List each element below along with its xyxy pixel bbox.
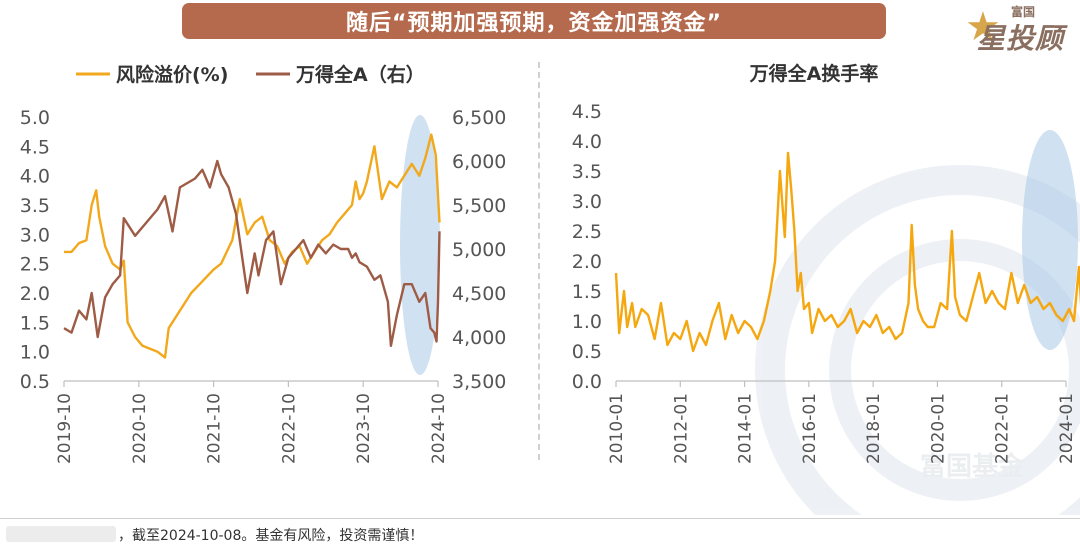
y-tick-label-right: 4,500 [452,283,506,305]
y-tick-label-right: 5,500 [452,195,506,217]
logo-main-text: 星投顾 [977,22,1065,55]
highlight-ellipse-left [400,115,440,375]
y-tick-label-right: 6,000 [452,151,506,173]
y-tick-label-left: 3.5 [572,161,602,183]
footer-source-redacted [6,526,116,542]
y-tick-label-left: 4.5 [20,136,50,158]
y-tick-label-left: 5.0 [20,107,50,129]
y-tick-label-left: 1.0 [572,311,602,333]
y-tick-label-right: 3,500 [452,371,506,393]
x-tick-label: 2010-01 [607,393,627,464]
star-icon: ★ [965,4,1001,50]
footer-divider [0,518,1080,519]
x-tick-label: 2020-10 [130,393,150,464]
x-tick-label: 2019-10 [55,393,75,464]
x-tick-label: 2012-01 [671,393,691,464]
banner-title: 随后“预期加强预期，资金加强资金” [346,11,722,36]
series-line-wind-a [63,159,441,347]
legend-label-wind-a: 万得全A（右） [295,63,425,86]
panel-divider [538,62,540,460]
y-tick-label-left: 4.0 [20,166,50,188]
watermark-logo: 富国基金 [755,165,1080,515]
y-tick-label-left: 4.0 [572,131,602,153]
x-tick-label: 2024-01 [1057,393,1077,464]
watermark-text: 富国基金 [920,451,1025,482]
y-tick-label-left: 1.0 [20,342,50,364]
right-chart: 富国基金 万得全A换手率 0.0 0.5 1.0 1.5 2.0 2.5 3.0 3.5 4.0… [572,62,1080,515]
y-tick-label-left: 2.5 [572,221,602,243]
title-banner: 随后“预期加强预期，资金加强资金” [182,3,886,39]
series-line-turnover [614,151,1080,353]
x-tick-label: 2020-01 [928,393,948,464]
y-tick-label-left: 3.5 [20,195,50,217]
x-tick-label: 2022-10 [279,393,299,464]
y-tick-label-left: 3.0 [572,191,602,213]
x-tick-label: 2021-10 [205,393,225,464]
legend-label-risk-premium: 风险溢价(%) [116,63,228,86]
x-tick-label: 2016-01 [800,393,820,464]
x-tick-label: 2018-01 [864,393,884,464]
y-tick-label-left: 2.0 [572,251,602,273]
y-tick-label-left: 3.0 [20,224,50,246]
y-tick-label-right: 4,000 [452,327,506,349]
y-tick-label-left: 0.5 [572,341,602,363]
x-tick-label: 2014-01 [736,393,756,464]
y-tick-label-right: 5,000 [452,239,506,261]
footer-note: ，截至2024-10-08。基金有风险，投资需谨慎！ [118,528,424,544]
y-tick-label-right: 6,500 [452,107,506,129]
y-tick-label-left: 0.0 [572,371,602,393]
right-chart-title: 万得全A换手率 [749,62,879,85]
left-legend: 风险溢价(%) 万得全A（右） [76,63,425,86]
y-tick-label-left: 1.5 [572,281,602,303]
x-tick-label: 2022-01 [993,393,1013,464]
y-tick-label-left: 2.5 [20,254,50,276]
x-tick-label: 2023-10 [354,393,374,464]
brand-logo: ★ 富国 星投顾 [965,3,1075,55]
y-tick-label-left: 0.5 [20,371,50,393]
y-tick-label-left: 2.0 [20,283,50,305]
y-tick-label-left: 4.5 [572,101,602,123]
series-line-risk-premium [64,133,441,359]
x-tick-label: 2024-10 [429,393,449,464]
y-tick-label-left: 1.5 [20,312,50,334]
highlight-ellipse-right [1022,130,1078,350]
left-chart: 风险溢价(%) 万得全A（右） 0.5 1.0 1.5 2.0 2.5 3.0 3.5 4.0… [20,63,507,464]
logo-top-text: 富国 [1011,5,1036,19]
